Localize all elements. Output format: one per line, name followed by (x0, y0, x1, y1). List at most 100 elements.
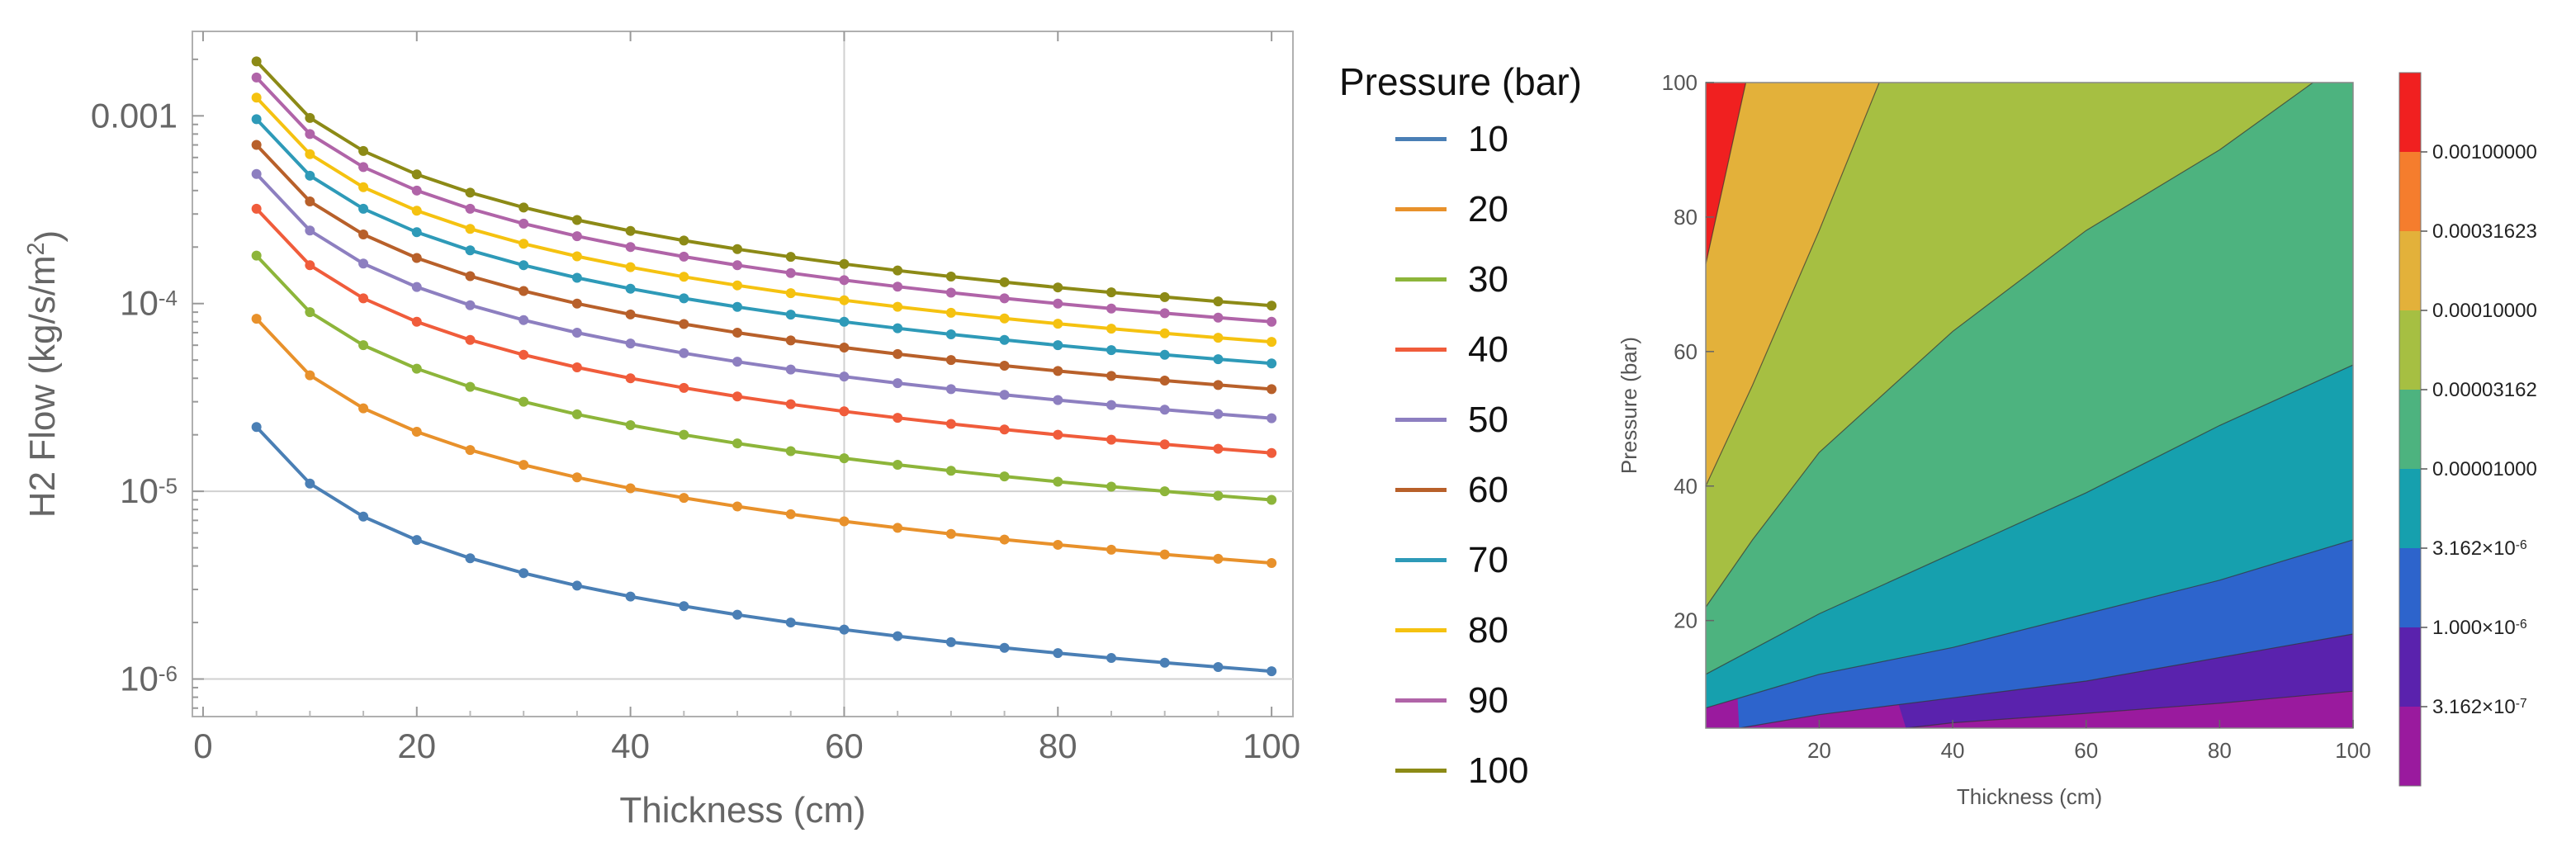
data-point-40 (411, 316, 422, 327)
data-point-100 (1053, 282, 1063, 293)
data-point-60 (999, 360, 1010, 371)
data-point-40 (571, 362, 582, 373)
data-point-80 (465, 224, 476, 234)
data-point-50 (411, 282, 422, 292)
legend-swatch (1395, 769, 1447, 773)
data-point-10 (732, 609, 743, 620)
contour-region (1706, 83, 1746, 264)
data-point-80 (1213, 333, 1224, 343)
data-point-70 (411, 227, 422, 238)
contour-line (1705, 82, 1747, 265)
legend-swatch (1395, 698, 1447, 703)
data-point-100 (625, 225, 636, 236)
data-point-50 (358, 258, 369, 269)
data-point-10 (625, 591, 636, 602)
legend-swatch (1395, 488, 1447, 492)
data-point-70 (945, 329, 956, 339)
data-point-50 (465, 300, 476, 310)
data-point-30 (1106, 481, 1116, 492)
data-point-70 (732, 301, 743, 312)
series-line-10 (255, 425, 1272, 674)
legend-swatch (1395, 277, 1447, 282)
data-point-90 (839, 275, 850, 286)
data-point-50 (1053, 395, 1063, 405)
legend-label: 30 (1468, 258, 1508, 300)
data-point-80 (358, 182, 369, 192)
data-point-60 (839, 342, 850, 353)
data-point-70 (305, 170, 315, 181)
contour-line (1705, 364, 2354, 675)
data-point-80 (625, 262, 636, 272)
data-point-40 (519, 349, 529, 360)
contour-line (1705, 539, 2354, 709)
data-point-30 (893, 459, 903, 470)
data-point-90 (465, 203, 476, 214)
legend-label: 20 (1468, 188, 1508, 229)
x-tick-label: 60 (825, 726, 864, 765)
data-point-80 (571, 251, 582, 262)
data-point-80 (519, 239, 529, 249)
data-point-10 (305, 478, 315, 489)
data-point-30 (999, 471, 1010, 482)
series-line-70 (255, 118, 1272, 366)
data-point-70 (1159, 349, 1170, 360)
data-point-60 (571, 298, 582, 309)
data-point-100 (519, 202, 529, 213)
data-point-40 (679, 382, 689, 393)
series-line-30 (255, 254, 1272, 502)
x-tick-label: 80 (2208, 738, 2232, 763)
colorbar-segment (2399, 310, 2421, 390)
data-point-100 (1106, 287, 1116, 298)
data-point-60 (785, 335, 796, 346)
data-point-100 (999, 277, 1010, 287)
y-tick-label: 20 (1674, 608, 1698, 633)
contour-region (1706, 83, 2313, 608)
data-point-40 (1106, 434, 1116, 445)
data-point-100 (679, 235, 689, 246)
legend-swatch (1395, 418, 1447, 422)
data-point-60 (893, 348, 903, 359)
colorbar-segment (2399, 469, 2421, 549)
legend-label: 10 (1468, 118, 1508, 159)
x-axis-title: Thickness (cm) (619, 790, 865, 830)
data-point-20 (1106, 544, 1116, 555)
data-point-50 (305, 225, 315, 236)
data-point-90 (679, 251, 689, 262)
data-point-20 (1159, 549, 1170, 560)
data-point-30 (679, 429, 689, 440)
data-point-10 (999, 642, 1010, 653)
data-point-80 (679, 272, 689, 282)
data-point-40 (1267, 447, 1277, 458)
data-point-50 (785, 364, 796, 375)
data-point-30 (625, 420, 636, 431)
data-point-90 (999, 293, 1010, 304)
legend-item: 90 (1329, 665, 1610, 736)
data-point-100 (1159, 291, 1170, 302)
data-point-60 (358, 229, 369, 240)
legend-swatch (1395, 207, 1447, 211)
y-tick-label: 10-6 (120, 660, 178, 698)
contour-line (1705, 82, 1880, 487)
data-point-40 (625, 373, 636, 384)
y-tick-label: 0.001 (91, 96, 178, 135)
data-point-40 (251, 203, 262, 214)
data-point-10 (358, 511, 369, 522)
data-point-50 (679, 348, 689, 358)
legend-label: 70 (1468, 539, 1508, 580)
data-point-30 (785, 446, 796, 457)
legend-item: 10 (1329, 104, 1610, 174)
data-point-40 (1159, 439, 1170, 450)
data-point-80 (999, 313, 1010, 324)
data-point-60 (251, 140, 262, 150)
colorbar-label: 3.162×10-6 (2432, 537, 2527, 560)
data-point-100 (571, 215, 582, 225)
data-point-10 (839, 624, 850, 635)
data-point-60 (1159, 375, 1170, 386)
data-point-50 (945, 384, 956, 395)
series-line-100 (255, 60, 1272, 308)
data-point-10 (893, 631, 903, 641)
data-point-60 (625, 309, 636, 319)
data-point-100 (411, 169, 422, 180)
data-point-30 (1053, 476, 1063, 487)
y-tick-label: 100 (1662, 70, 1698, 95)
